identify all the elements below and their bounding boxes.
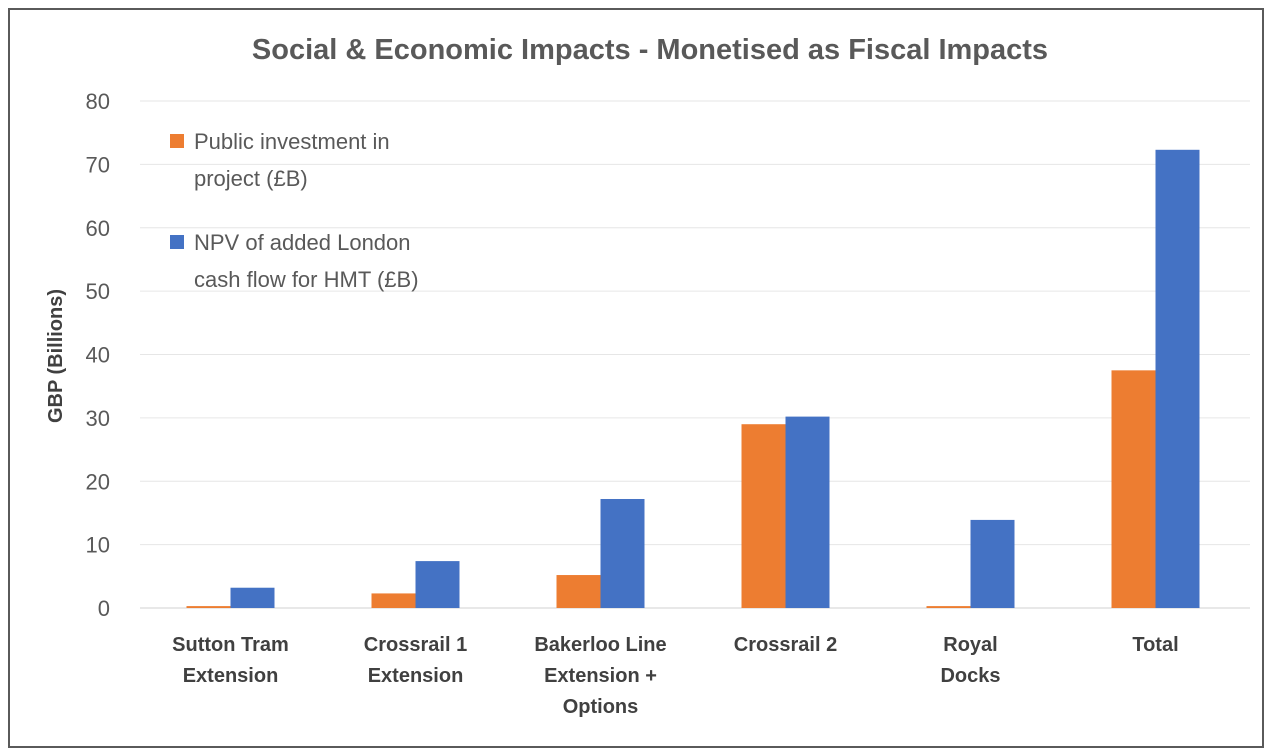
gridlines [140,100,1250,609]
bar-series-2-4 [785,416,830,608]
chart-frame [8,8,1264,748]
x-tick-label: Extension + [544,665,657,687]
legend: Public investment in project (£B) NPV of a… [170,129,419,292]
x-tick-label: Extension [368,665,464,687]
x-axis-labels: Sutton Tram Extension Crossrail 1 Extension… [172,634,1178,718]
y-tick-label: 70 [86,152,110,177]
x-tick-label: Crossrail 1 [364,634,467,656]
x-tick-label: Options [563,696,639,718]
x-tick-label: Crossrail 2 [734,634,837,656]
legend-swatch [170,134,184,148]
y-tick-label: 80 [86,89,110,114]
y-tick-label: 20 [86,469,110,494]
chart-title: Social & Economic Impacts - Monetised as… [252,34,1048,66]
y-tick-label: 10 [86,533,110,558]
x-tick-label: Sutton Tram [172,634,289,656]
y-tick-label: 0 [98,596,110,621]
legend-label: NPV of added London [194,230,411,255]
y-tick-label: 40 [86,343,110,368]
bar-series-2-2 [415,561,460,608]
legend-label: Public investment in [194,129,390,154]
legend-label: cash flow for HMT (£B) [194,267,419,292]
x-tick-label: Total [1132,634,1178,656]
x-tick-label: Docks [940,665,1000,687]
bar-series-1-4 [741,424,786,608]
bar-series-2-1 [230,587,275,608]
bar-series-1-6 [1111,370,1156,608]
bar-series-1-3 [556,575,601,608]
bar-series-2-3 [600,498,645,608]
bar-series-1-5 [926,606,971,608]
bar-series-2-6 [1155,149,1200,608]
y-tick-label: 30 [86,406,110,431]
bar-series-2-5 [970,519,1015,608]
y-axis-ticks: 0 10 20 30 40 50 60 70 80 [86,89,110,621]
y-axis-label: GBP (Billions) [45,289,67,423]
x-tick-label: Extension [183,665,279,687]
legend-swatch [170,235,184,249]
x-tick-label: Bakerloo Line [534,634,666,656]
bar-series-1-1 [186,606,231,608]
bar-series-1-2 [371,593,416,608]
y-tick-label: 60 [86,216,110,241]
y-tick-label: 50 [86,279,110,304]
bars [186,149,1200,608]
x-tick-label: Royal [943,634,997,656]
legend-label: project (£B) [194,166,308,191]
